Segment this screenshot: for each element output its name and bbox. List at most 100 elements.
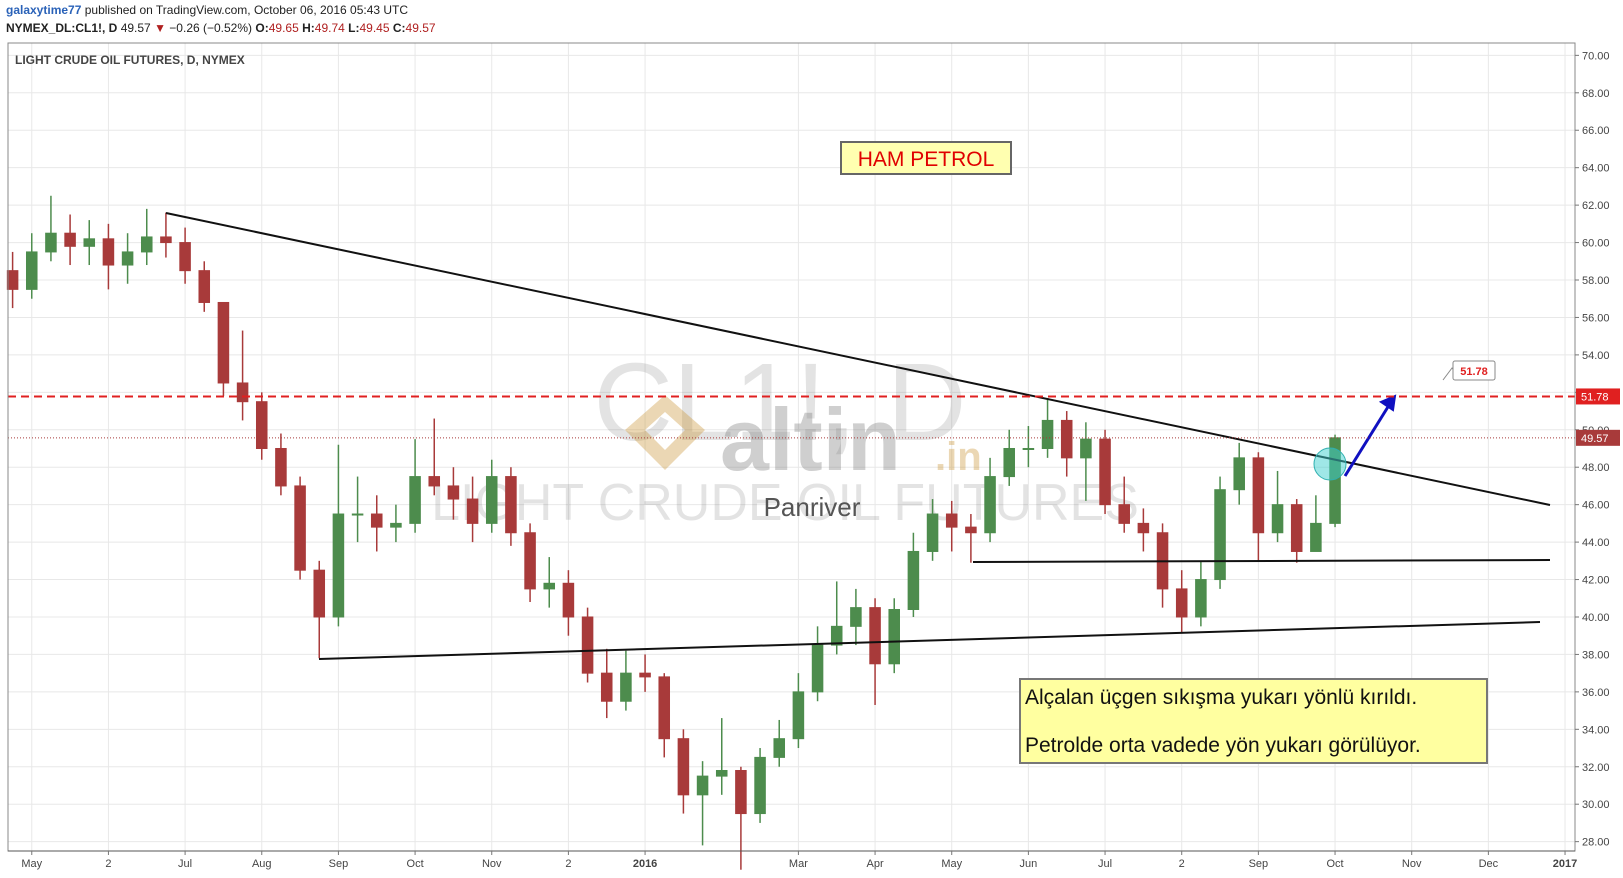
y-tick-label: 68.00	[1582, 88, 1610, 100]
support-line[interactable]	[972, 559, 1551, 563]
y-tick-label: 28.00	[1582, 837, 1610, 849]
candle-body	[236, 382, 249, 403]
candle-body	[6, 270, 19, 290]
note-2: Petrolde orta vadede yön yukarı görülüyo…	[1025, 734, 1421, 757]
candle-body	[1022, 447, 1035, 450]
candle-body	[370, 513, 383, 528]
logo: altin .in	[625, 390, 982, 489]
y-tick-label: 32.00	[1582, 762, 1610, 774]
x-tick-label: Jul	[178, 858, 192, 870]
last-price-box	[1576, 429, 1620, 446]
y-tick-label: 62.00	[1582, 200, 1610, 212]
candle-body	[140, 236, 153, 253]
candle-body	[735, 769, 747, 815]
candle-body	[447, 485, 460, 500]
candle-body	[160, 236, 172, 244]
x-tick-label: Jul	[1098, 858, 1112, 870]
candle-body	[773, 738, 786, 758]
candle-body	[850, 607, 862, 627]
x-tick-label: Oct	[1326, 858, 1343, 870]
candle-body	[830, 625, 843, 646]
title-box-text: HAM PETROL	[858, 148, 995, 171]
overlay: 51.78	[8, 360, 1575, 439]
low: 49.45	[359, 21, 390, 35]
last-price-label: 49.57	[1581, 433, 1609, 445]
candle-body	[409, 476, 421, 524]
symbol: NYMEX_DL:CL1!, D	[6, 21, 118, 35]
author: Panriver	[764, 492, 861, 522]
y-tick-label: 38.00	[1582, 649, 1610, 661]
x-tick-label: 2016	[633, 858, 657, 870]
candle-body	[869, 607, 881, 665]
chart-title: LIGHT CRUDE OIL FUTURES, D, NYMEX	[15, 53, 245, 67]
y-tick-label: 36.00	[1582, 687, 1610, 699]
high: 49.74	[314, 21, 345, 35]
up-arrow[interactable]	[1343, 401, 1393, 477]
y-tick-label: 58.00	[1582, 275, 1610, 287]
candle-body	[562, 582, 575, 618]
symbol-line: NYMEX_DL:CL1!, D 49.57 ▼ −0.26 (−0.52%) …	[6, 21, 436, 35]
candle-body	[1310, 522, 1322, 552]
published: published on TradingView.com, October 06…	[84, 3, 409, 17]
y-tick-label: 70.00	[1582, 50, 1610, 62]
candle-body	[926, 513, 939, 552]
alert-axis-box	[1576, 388, 1620, 405]
candle-body	[754, 756, 766, 815]
candles	[6, 195, 1341, 870]
change: −0.26 (−0.52%)	[169, 21, 253, 35]
up-arrow-head	[1378, 394, 1397, 412]
candle-body	[351, 513, 364, 516]
note-box[interactable]	[1019, 678, 1488, 764]
close: 49.57	[405, 21, 436, 35]
candle-body	[313, 569, 326, 618]
x-tick-label: May	[21, 858, 42, 870]
y-tick-label: 44.00	[1582, 537, 1610, 549]
candle-body	[505, 476, 517, 534]
candle-body	[620, 672, 632, 702]
candle-body	[965, 526, 977, 534]
x-tick-label: 2	[105, 858, 111, 870]
candle-body	[1060, 419, 1073, 459]
base-line[interactable]	[318, 621, 1541, 660]
candle-body	[524, 532, 536, 590]
candle-body	[390, 522, 402, 528]
candle-body	[25, 251, 38, 290]
candle-body	[1175, 588, 1188, 618]
candle-body	[543, 582, 556, 590]
candle-body	[696, 775, 709, 796]
candle-body	[811, 644, 824, 693]
high-label: H:	[302, 21, 315, 35]
x-tick-label: 2	[565, 858, 571, 870]
close-label: C:	[392, 21, 406, 35]
candle-body	[1099, 438, 1111, 506]
candle-body	[428, 476, 441, 487]
note-1: Alçalan üçgen sıkışma yukarı yönlü kırıl…	[1025, 686, 1417, 709]
candle-body	[600, 672, 613, 702]
y-tick-label: 42.00	[1582, 575, 1610, 587]
candle-body	[581, 616, 594, 674]
alert-axis-label: 51.78	[1581, 391, 1609, 403]
user[interactable]: galaxytime77	[6, 3, 82, 17]
candle-body	[83, 238, 96, 247]
x-tick-label: May	[941, 858, 962, 870]
candle-body	[102, 238, 115, 266]
y-tick-label: 40.00	[1582, 612, 1610, 624]
y-tick-label: 30.00	[1582, 799, 1610, 811]
candle-body	[984, 476, 996, 534]
breakout-circle[interactable]	[1313, 447, 1347, 481]
watermark-symbol: CL1!, D	[594, 341, 967, 464]
x-tick-label: Sep	[1249, 858, 1269, 870]
candle-body	[466, 498, 479, 524]
candle-body	[907, 550, 920, 610]
x-tick-label: Oct	[407, 858, 424, 870]
candle-body	[45, 232, 57, 253]
y-tick-label: 66.00	[1582, 125, 1610, 137]
candle-body	[639, 672, 651, 678]
x-tick-label: Sep	[329, 858, 349, 870]
logo-icon	[625, 395, 705, 470]
candle-body	[485, 476, 498, 524]
title-box[interactable]	[840, 141, 1012, 175]
open: 49.65	[268, 21, 299, 35]
watermark-name: LIGHT CRUDE OIL FUTURES	[431, 474, 1139, 532]
